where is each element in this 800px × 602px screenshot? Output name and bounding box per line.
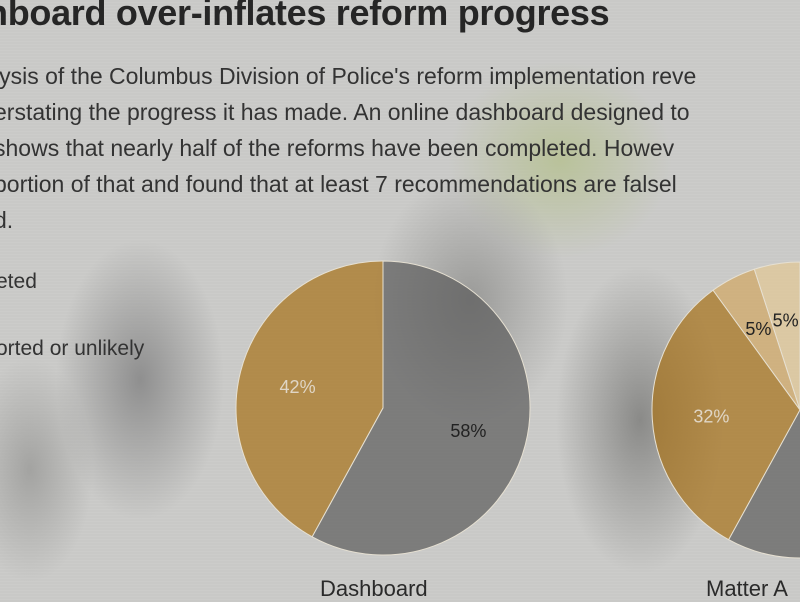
pie-data-label: 32% <box>693 407 729 427</box>
intro-line: lysis of the Columbus Division of Police… <box>0 63 697 89</box>
intro-line: erstating the progress it has made. An o… <box>0 99 690 125</box>
intro-line: d. <box>0 207 14 233</box>
pie-slice <box>311 260 531 556</box>
pie-data-label: 5% <box>773 310 799 330</box>
intro-paragraph: lysis of the Columbus Division of Police… <box>0 58 696 238</box>
legend-unsupported: orted or unlikely <box>0 337 145 360</box>
intro-line: shows that nearly half of the reforms ha… <box>0 135 675 161</box>
pie-title-matter: Matter A <box>706 576 788 601</box>
page-title: hboard over-inflates reform progress <box>0 0 610 33</box>
legend-completed: eted <box>0 270 37 293</box>
pie-data-label: 58% <box>450 421 486 441</box>
pie-data-label: 5% <box>745 319 771 339</box>
pie-data-label: 42% <box>280 377 316 397</box>
pie-slice <box>728 261 800 559</box>
intro-line: portion of that and found that at least … <box>0 171 677 197</box>
pie-slice <box>235 260 384 538</box>
pie-slice <box>651 289 800 541</box>
pie-title-dashboard: Dashboard <box>320 576 428 601</box>
